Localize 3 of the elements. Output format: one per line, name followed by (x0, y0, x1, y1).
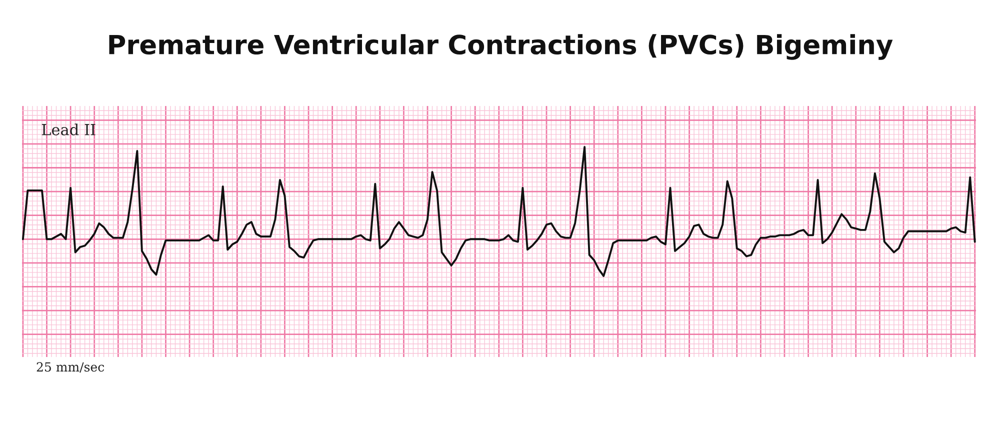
chart-title: Premature Ventricular Contractions (PVCs) Bigeminy (109, 34, 893, 60)
text: 25 mm/sec (36, 362, 104, 373)
text: Lead II (42, 124, 96, 136)
